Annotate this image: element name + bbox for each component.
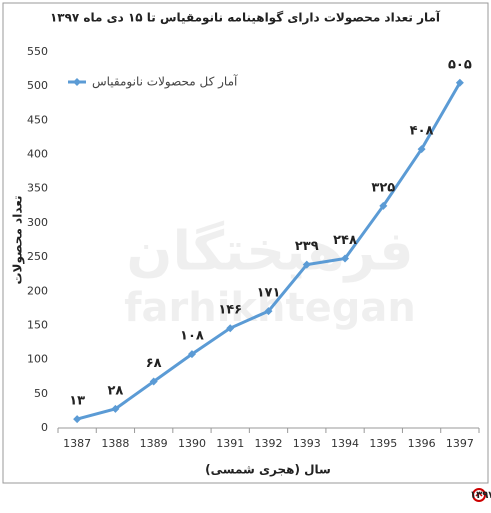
y-tick-label: 450 bbox=[27, 113, 48, 126]
caption-icon-arrow bbox=[475, 491, 483, 497]
y-tick-label: 200 bbox=[27, 284, 48, 297]
y-tick-label: 350 bbox=[27, 182, 48, 195]
caption-icon bbox=[472, 488, 486, 502]
caption: آمار تعداد محصولات دارای گواهینامه نانوم… bbox=[470, 488, 491, 501]
marker bbox=[187, 350, 196, 359]
x-tick-label: 1397 bbox=[446, 437, 474, 450]
y-tick-label: 100 bbox=[27, 353, 48, 366]
marker bbox=[302, 260, 311, 269]
x-tick-label: 1395 bbox=[369, 437, 397, 450]
data-label: ۶۸ bbox=[146, 356, 162, 371]
data-label: ۱۷۱ bbox=[257, 286, 281, 301]
y-tick-label: 50 bbox=[34, 387, 48, 400]
y-tick-label: 500 bbox=[27, 79, 48, 92]
chart-title: آمار تعداد محصولات دارای گواهینامه نانوم… bbox=[50, 10, 441, 26]
watermark: فرهیختگان bbox=[126, 220, 413, 283]
y-tick-label: 550 bbox=[27, 45, 48, 58]
x-tick-label: 1393 bbox=[293, 437, 321, 450]
marker bbox=[149, 377, 158, 386]
marker bbox=[111, 404, 120, 413]
marker bbox=[264, 307, 273, 316]
data-label: ۲۳۹ bbox=[295, 239, 319, 254]
data-label: ۱۰۸ bbox=[180, 329, 204, 344]
data-label: ۱۴۶ bbox=[218, 303, 242, 318]
x-tick-label: 1396 bbox=[408, 437, 436, 450]
y-tick-label: 250 bbox=[27, 250, 48, 263]
data-label: ۴۰۸ bbox=[410, 124, 434, 139]
x-tick-label: 1390 bbox=[178, 437, 206, 450]
data-label: ۵۰۵ bbox=[448, 57, 472, 72]
x-tick-label: 1392 bbox=[255, 437, 283, 450]
marker bbox=[417, 145, 426, 154]
y-tick-label: 400 bbox=[27, 148, 48, 161]
x-tick-label: 1387 bbox=[63, 437, 91, 450]
data-label: ۳۲۵ bbox=[371, 180, 395, 195]
marker bbox=[379, 201, 388, 210]
marker bbox=[341, 254, 350, 263]
marker bbox=[455, 78, 464, 87]
y-tick-label: 300 bbox=[27, 216, 48, 229]
legend-marker bbox=[73, 78, 81, 86]
x-tick-label: 1391 bbox=[216, 437, 244, 450]
data-label: ۲۴۸ bbox=[333, 233, 357, 248]
data-label: ۱۳ bbox=[69, 394, 85, 409]
legend-label: آمار کل محصولات نانومقیاس bbox=[92, 74, 238, 90]
data-label: ۲۸ bbox=[107, 383, 123, 398]
y-tick-label: 0 bbox=[41, 421, 48, 434]
y-tick-label: 150 bbox=[27, 318, 48, 331]
marker bbox=[73, 415, 82, 424]
x-axis-label: سال (هجری شمسی) bbox=[205, 463, 331, 477]
x-tick-label: 1388 bbox=[101, 437, 129, 450]
x-tick-label: 1389 bbox=[140, 437, 168, 450]
x-tick-label: 1394 bbox=[331, 437, 359, 450]
y-axis-label: تعداد محصولات bbox=[11, 195, 26, 284]
marker bbox=[226, 324, 235, 333]
